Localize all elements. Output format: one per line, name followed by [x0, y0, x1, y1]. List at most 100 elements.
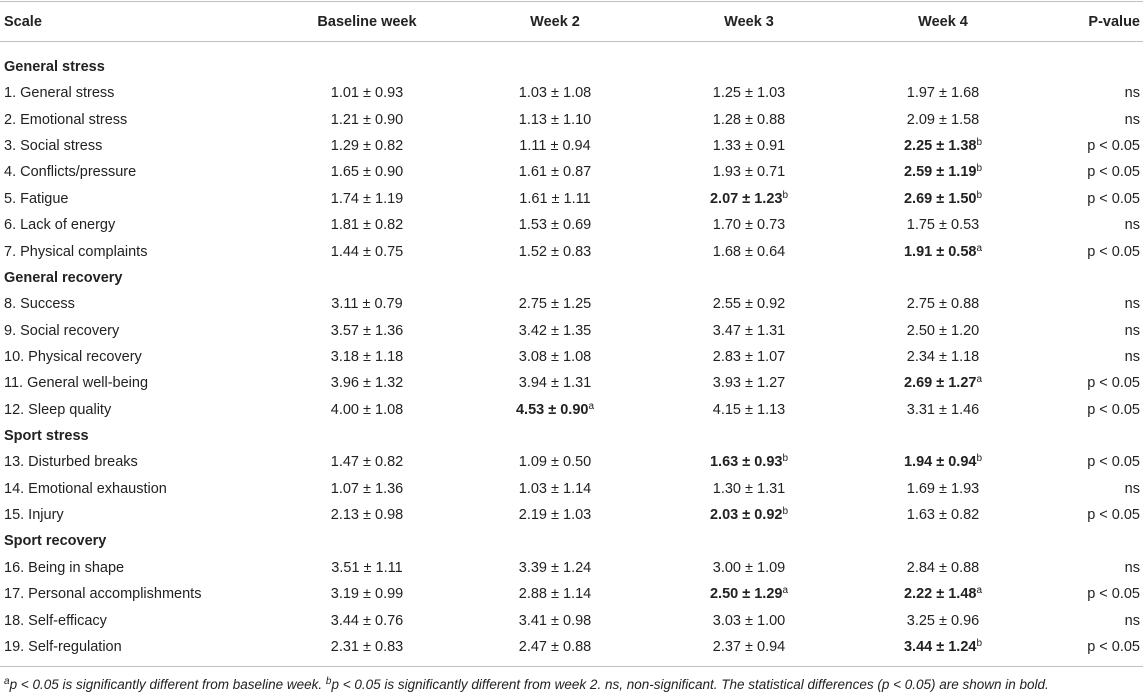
value-text: 1.63 ± 0.93: [709, 454, 783, 471]
scale-label: 9. Social recovery: [4, 322, 120, 339]
value-cell: 2.55 ± 0.92: [712, 296, 786, 313]
scale-label: 6. Lack of energy: [4, 217, 116, 234]
significance-mark: b: [782, 506, 789, 518]
scale-label: 16. Being in shape: [4, 559, 125, 576]
value-cell: p < 0.05: [1087, 586, 1140, 603]
value-cell: 2.37 ± 0.94: [712, 638, 786, 655]
scale-label: 2. Emotional stress: [4, 111, 128, 128]
value-cell: 3.19 ± 0.99: [330, 586, 404, 603]
footnote-mark: a: [4, 676, 10, 687]
scale-label: 5. Fatigue: [4, 190, 69, 207]
value-cell: ns: [1124, 559, 1140, 576]
significance-mark: b: [782, 453, 789, 465]
value-cell: 2.69 ± 1.50b: [904, 189, 982, 209]
value-cell: p < 0.05: [1087, 454, 1140, 471]
scale-label: 10. Physical recovery: [4, 348, 142, 365]
value-cell: 1.47 ± 0.82: [330, 454, 404, 471]
scale-label: 1. General stress: [4, 85, 115, 102]
scale-label: 4. Conflicts/pressure: [4, 164, 137, 181]
value-text: 2.03 ± 0.92: [709, 507, 783, 524]
value-cell: 1.65 ± 0.90: [330, 164, 404, 181]
value-cell: p < 0.05: [1087, 138, 1140, 155]
significance-mark: b: [976, 137, 983, 149]
value-text: 3.44 ± 1.24: [903, 638, 977, 655]
value-cell: p < 0.05: [1087, 507, 1140, 524]
column-header: Week 4: [918, 14, 968, 30]
value-cell: 2.13 ± 0.98: [330, 507, 404, 524]
value-cell: 3.08 ± 1.08: [518, 348, 592, 365]
value-cell: 3.31 ± 1.46: [906, 401, 980, 418]
value-cell: 3.11 ± 0.79: [331, 296, 403, 313]
value-cell: ns: [1124, 85, 1140, 102]
value-text: 2.22 ± 1.48: [903, 586, 977, 603]
value-cell: 3.18 ± 1.18: [330, 348, 404, 365]
bottom-rule: [0, 666, 1143, 667]
value-cell: 3.41 ± 0.98: [518, 612, 592, 629]
value-cell: ns: [1124, 348, 1140, 365]
scale-label: 8. Success: [4, 296, 75, 313]
value-cell: 1.11 ± 0.94: [519, 138, 591, 155]
value-text: 2.50 ± 1.29: [709, 586, 783, 603]
value-cell: 2.50 ± 1.20: [906, 322, 980, 339]
scale-label: 13. Disturbed breaks: [4, 454, 138, 471]
value-cell: 1.09 ± 0.50: [518, 454, 592, 471]
significance-mark: b: [976, 453, 983, 465]
value-cell: p < 0.05: [1087, 375, 1140, 392]
value-cell: 1.25 ± 1.03: [712, 85, 786, 102]
value-cell: 1.21 ± 0.90: [330, 111, 404, 128]
value-cell: 3.42 ± 1.35: [518, 322, 592, 339]
value-cell: 3.03 ± 1.00: [712, 612, 786, 629]
value-cell: 3.93 ± 1.27: [712, 375, 786, 392]
significance-mark: a: [976, 242, 983, 254]
significance-mark: b: [976, 189, 983, 201]
value-cell: 1.03 ± 1.14: [518, 480, 592, 497]
value-cell: 1.69 ± 1.93: [906, 480, 980, 497]
group-title: Sport stress: [4, 428, 89, 445]
column-header: Scale: [4, 14, 42, 30]
value-cell: 1.03 ± 1.08: [518, 85, 592, 102]
group-title: General stress: [4, 59, 105, 75]
value-cell: 2.88 ± 1.14: [518, 586, 592, 603]
value-cell: 2.25 ± 1.38b: [904, 136, 982, 156]
value-cell: 1.01 ± 0.93: [330, 85, 404, 102]
value-cell: 2.34 ± 1.18: [906, 348, 980, 365]
value-cell: 1.63 ± 0.82: [906, 507, 980, 524]
value-cell: 2.03 ± 0.92b: [710, 505, 788, 525]
value-cell: ns: [1124, 322, 1140, 339]
value-cell: 1.91 ± 0.58a: [904, 242, 982, 262]
value-cell: 4.15 ± 1.13: [712, 401, 786, 418]
value-cell: 1.75 ± 0.53: [906, 217, 980, 234]
value-cell: 1.29 ± 0.82: [330, 138, 404, 155]
scale-label: 7. Physical complaints: [4, 243, 148, 260]
value-cell: 1.53 ± 0.69: [518, 217, 592, 234]
value-text: 1.94 ± 0.94: [903, 454, 977, 471]
value-cell: 1.52 ± 0.83: [518, 243, 592, 260]
value-cell: 4.00 ± 1.08: [330, 401, 404, 418]
value-cell: ns: [1124, 480, 1140, 497]
value-cell: p < 0.05: [1087, 164, 1140, 181]
value-cell: 1.70 ± 0.73: [712, 217, 786, 234]
value-text: 2.07 ± 1.23: [709, 190, 783, 207]
value-cell: 2.83 ± 1.07: [712, 348, 786, 365]
value-cell: 2.50 ± 1.29a: [710, 584, 788, 604]
scale-label: 11. General well-being: [4, 375, 149, 392]
value-cell: 3.44 ± 0.76: [330, 612, 404, 629]
value-cell: 1.28 ± 0.88: [712, 111, 786, 128]
footnote-text: p < 0.05 is significantly different from…: [331, 677, 1049, 692]
value-cell: 1.93 ± 0.71: [712, 164, 786, 181]
group-title: Sport recovery: [4, 533, 107, 550]
significance-mark: b: [976, 163, 983, 175]
value-cell: 2.75 ± 0.88: [906, 296, 980, 313]
value-cell: p < 0.05: [1087, 638, 1140, 655]
value-cell: 2.69 ± 1.27a: [904, 373, 982, 393]
value-cell: 1.63 ± 0.93b: [710, 452, 788, 472]
value-text: 2.59 ± 1.19: [903, 164, 977, 181]
value-cell: 2.31 ± 0.83: [330, 638, 404, 655]
value-cell: 3.51 ± 1.11: [331, 559, 403, 576]
scale-label: 3. Social stress: [4, 138, 103, 155]
significance-mark: a: [976, 585, 983, 597]
significance-mark: b: [976, 637, 983, 649]
significance-mark: b: [782, 189, 789, 201]
column-header: Baseline week: [317, 14, 417, 30]
